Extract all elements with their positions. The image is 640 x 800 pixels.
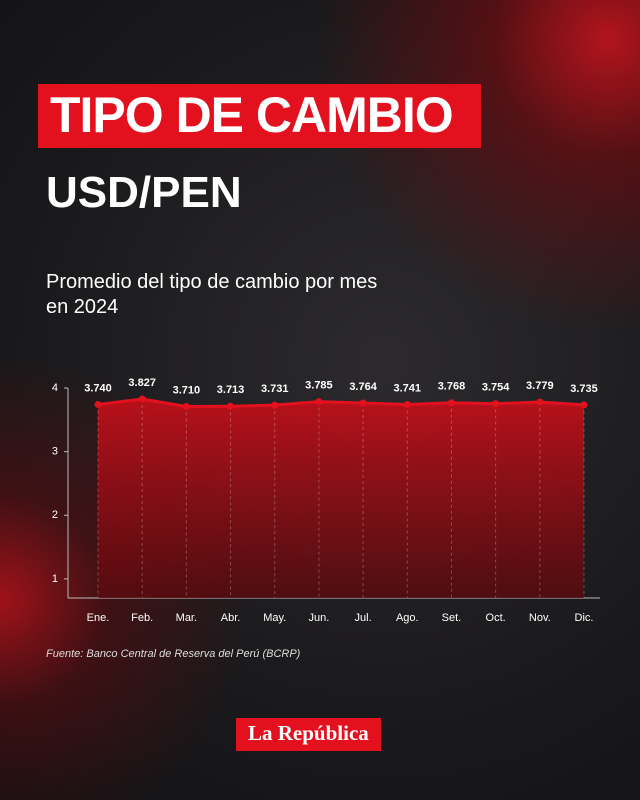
value-label: 3.713 xyxy=(217,384,245,396)
x-tick-label: Abr. xyxy=(221,612,241,624)
x-tick-label: Jun. xyxy=(309,612,330,624)
point xyxy=(580,401,588,409)
x-tick-label: Jul. xyxy=(355,612,372,624)
point xyxy=(182,402,190,410)
value-label: 3.740 xyxy=(84,382,112,394)
value-label: 3.827 xyxy=(128,377,156,389)
value-label: 3.764 xyxy=(349,381,377,393)
value-label: 3.754 xyxy=(482,382,510,394)
subtitle: USD/PEN xyxy=(46,168,242,217)
x-tick-label: Oct. xyxy=(486,612,506,624)
value-label: 3.779 xyxy=(526,380,554,392)
value-label: 3.710 xyxy=(173,384,201,396)
y-tick-label: 1 xyxy=(52,573,58,585)
point xyxy=(403,400,411,408)
logo: La República xyxy=(236,718,381,751)
area xyxy=(98,399,584,598)
x-tick-label: May. xyxy=(263,612,286,624)
point xyxy=(315,398,323,406)
source: Fuente: Banco Central de Reserva del Per… xyxy=(46,648,301,660)
point xyxy=(271,401,279,409)
line xyxy=(97,397,585,408)
x-tick-label: Set. xyxy=(442,612,462,624)
point xyxy=(94,401,102,409)
value-label: 3.741 xyxy=(394,382,422,394)
x-tick-label: Mar. xyxy=(176,612,197,624)
x-tick-label: Ago. xyxy=(396,612,419,624)
point xyxy=(447,399,455,407)
x-tick-label: Nov. xyxy=(529,612,551,624)
x-tick-label: Ene. xyxy=(87,612,110,624)
point xyxy=(227,402,235,410)
point xyxy=(536,398,544,406)
value-label: 3.785 xyxy=(305,380,333,392)
point xyxy=(138,395,146,403)
y-tick-label: 4 xyxy=(52,382,58,394)
point xyxy=(359,399,367,407)
y-tick-label: 3 xyxy=(52,446,58,458)
value-label: 3.735 xyxy=(570,383,598,395)
y-tick-label: 2 xyxy=(52,509,58,521)
chart-title: Promedio del tipo de cambio por mes en 2… xyxy=(46,271,378,318)
title: TIPO DE CAMBIO xyxy=(38,84,481,148)
value-label: 3.768 xyxy=(438,381,466,393)
x-tick-label: Dic. xyxy=(575,612,594,624)
x-tick-label: Feb. xyxy=(131,612,153,624)
value-label: 3.731 xyxy=(261,383,289,395)
point xyxy=(492,400,500,408)
